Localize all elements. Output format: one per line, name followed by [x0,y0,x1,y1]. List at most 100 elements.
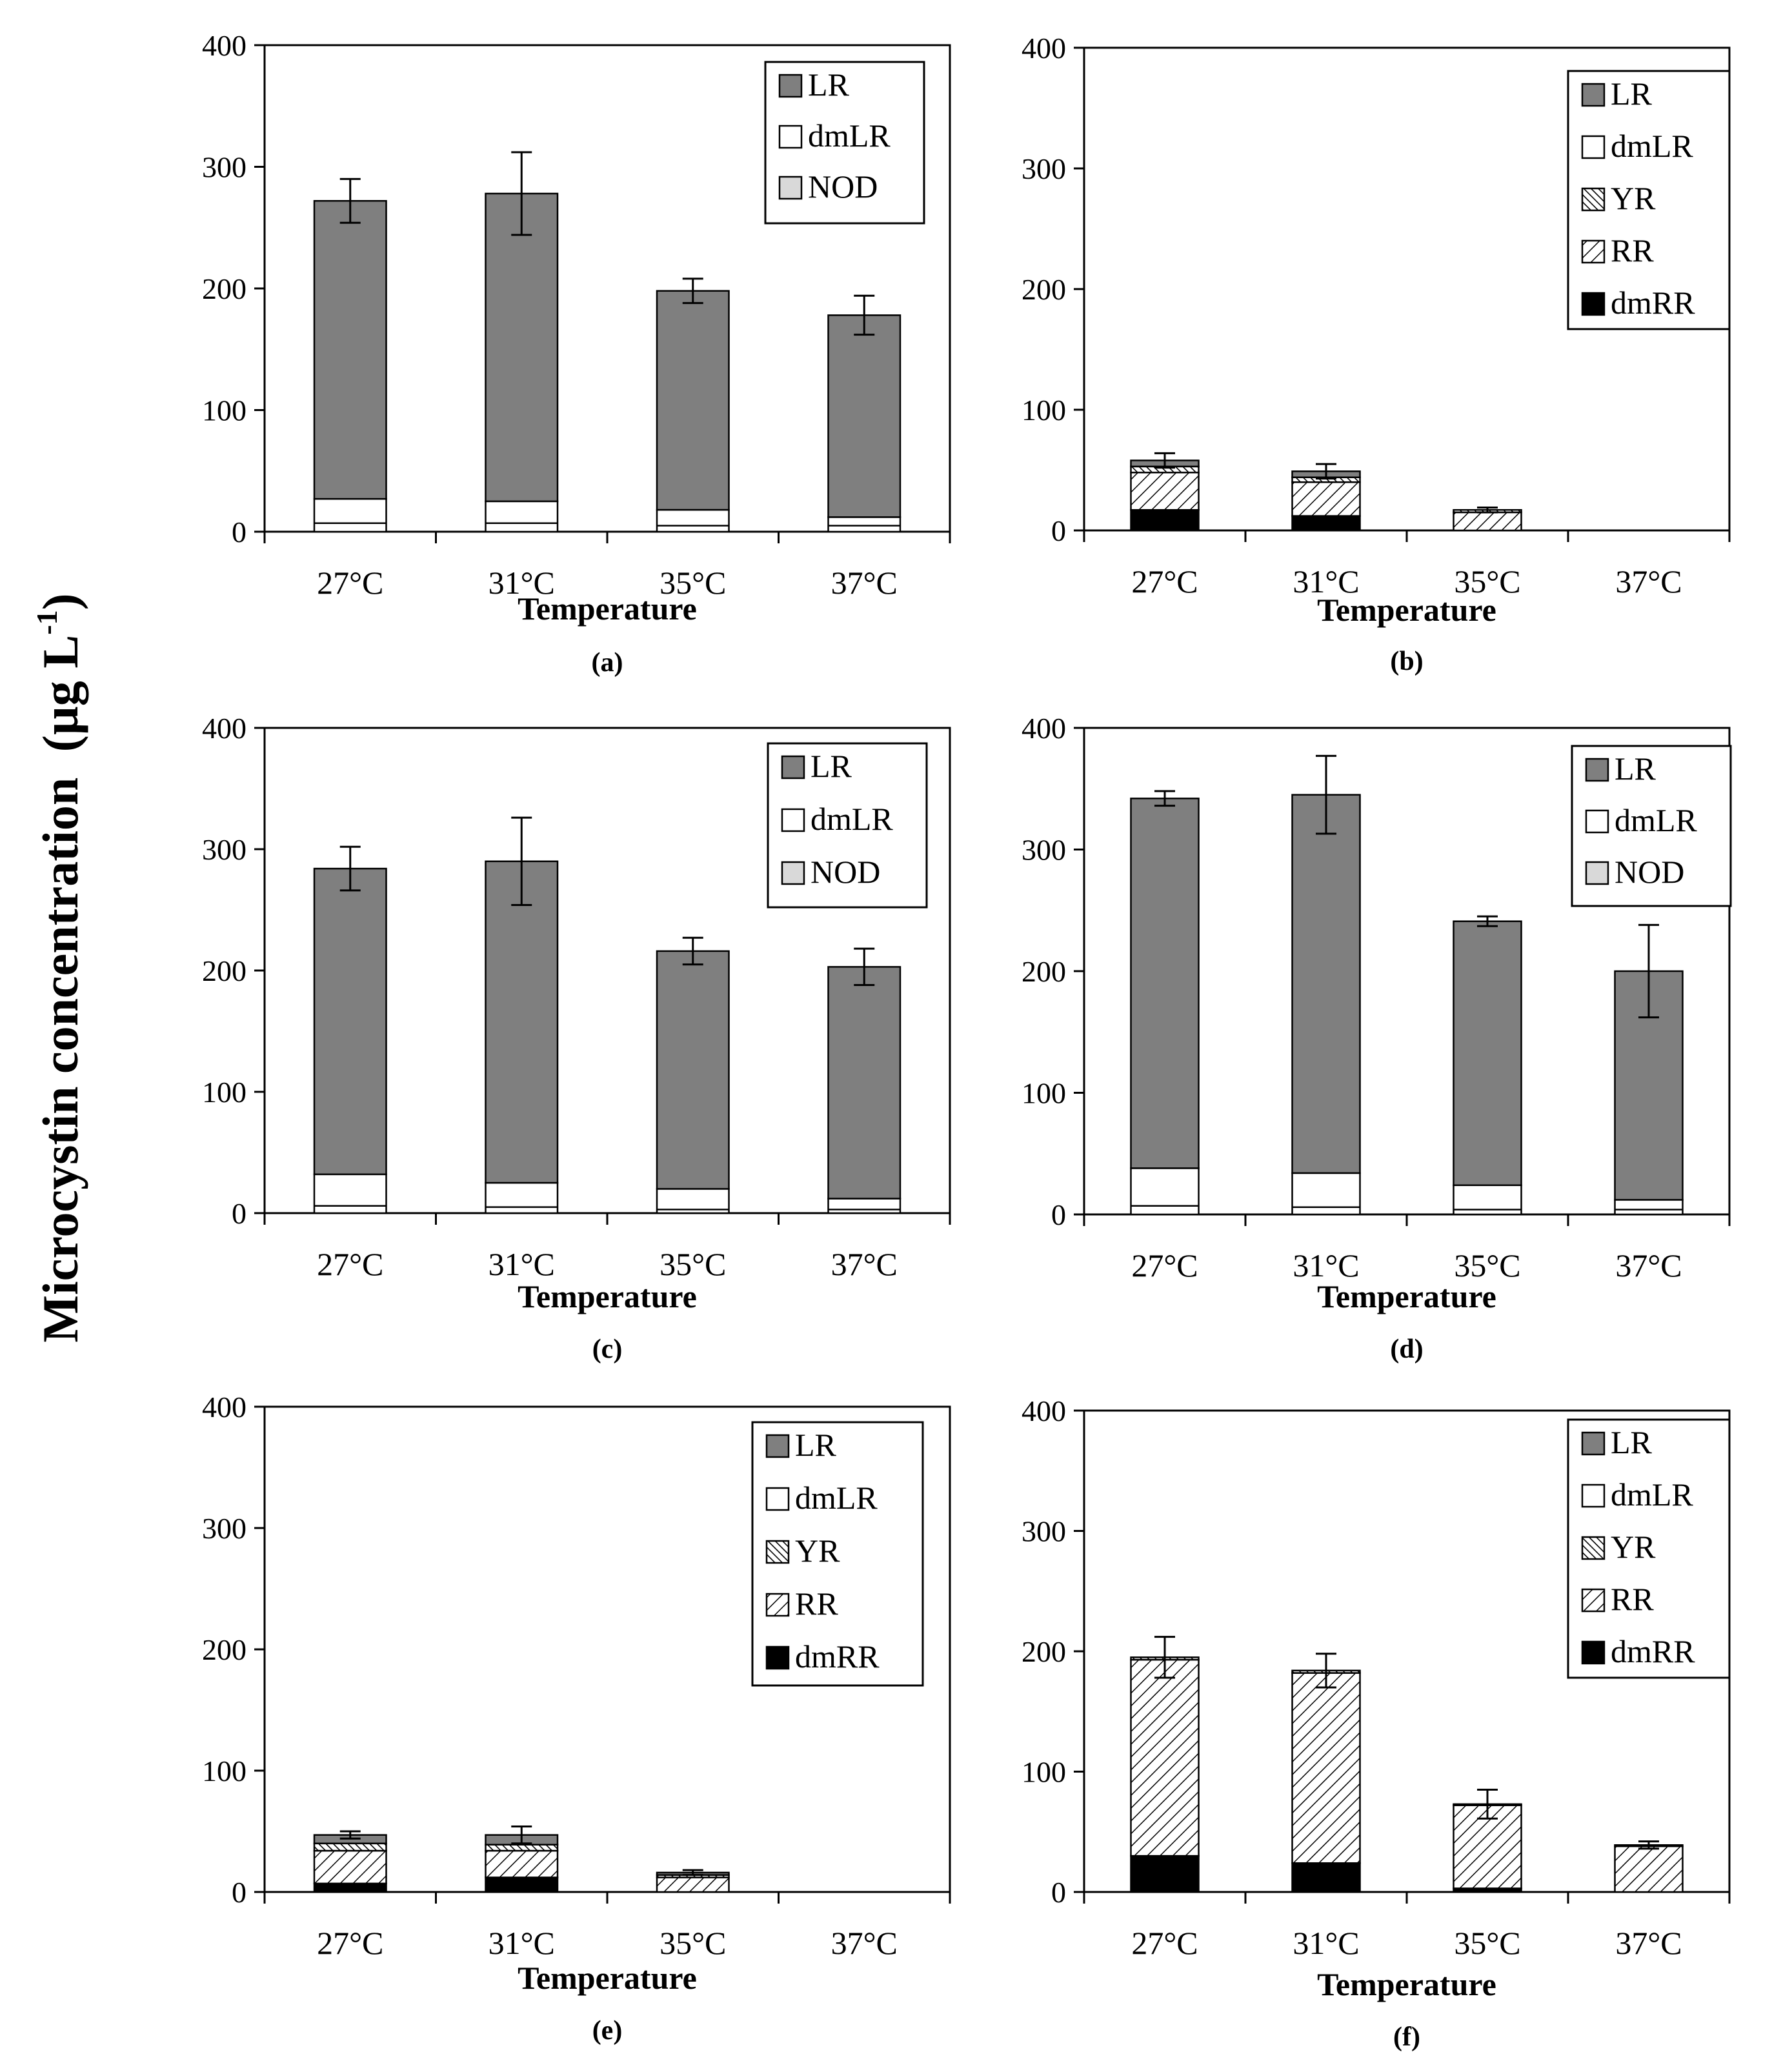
x-tick-label: 31°C [1293,1247,1359,1283]
chart-panel-2: 0 100 200 300 400 27°C 31°C 35°C 37°C Temperature… [1022,32,1731,676]
panel-caption: (b) [1390,647,1423,676]
y-tick-label: 0 [232,516,247,548]
bar-segment-rr [485,1849,559,1878]
bar-segment-dmlr [827,1198,901,1214]
x-tick-label: 31°C [488,565,555,601]
y-axis-label-text: Microcystin concentration [32,778,88,1343]
legend-swatch-nod [781,861,805,885]
legend-swatch-lr [781,755,805,780]
y-tick-label: 400 [1022,1394,1066,1427]
y-tick-label: 400 [202,29,247,62]
bar-segment-rr [656,1876,730,1893]
x-tick-label: 37°C [1615,1925,1682,1961]
legend-label-dmlr: dmLR [795,1480,878,1516]
bar-segment-dmrr [313,1882,387,1893]
legend-label-yr: YR [795,1533,840,1569]
legend-label-nod: NOD [810,854,880,890]
legend-swatch-rr [1581,239,1606,264]
legend-label-yr: YR [1611,180,1656,216]
y-tick-label: 300 [1022,152,1066,185]
bar-segment-dmlr [485,500,559,533]
bar-segment-rr [1291,481,1361,517]
bar-segment-yr [485,1844,559,1852]
y-tick-label: 0 [1051,514,1066,547]
legend-label-lr: LR [795,1427,837,1463]
x-tick-label: 31°C [488,1925,555,1961]
panel-caption: (a) [592,648,623,678]
legend-label-dmlr: dmLR [810,801,893,837]
x-axis-title: Temperature [518,1278,697,1314]
legend-swatch-dmrr [1581,292,1606,316]
y-tick-label: 100 [202,394,247,427]
x-tick-label: 35°C [1454,563,1520,599]
y-tick-label: 0 [1051,1876,1066,1909]
x-tick-label: 35°C [659,1246,726,1282]
y-tick-label: 400 [202,1391,247,1423]
legend-swatch-dmrr [765,1645,790,1670]
bar-segment-lr [1130,798,1200,1169]
y-tick-label: 0 [1051,1198,1066,1231]
legend-swatch-dmrr [1581,1640,1606,1665]
legend-label-yr: YR [1611,1529,1656,1565]
x-tick-label: 35°C [659,565,726,601]
y-tick-label: 400 [1022,712,1066,745]
chart-panel-1: 0 100 200 300 400 27°C 31°C 35°C 37°C Temperature… [202,29,951,678]
x-tick-label: 27°C [317,1925,383,1961]
legend-swatch-rr [1581,1588,1606,1613]
legend: LR dmLR YR RR dmRR [1567,1418,1731,1679]
legend-label-dmlr: dmLR [808,117,891,154]
x-axis-title: Temperature [518,1960,697,1996]
legend-label-lr: LR [1611,1424,1653,1460]
bar-segment-dmlr [313,1173,387,1214]
y-axis-unit-close: ) [32,593,88,610]
bar-segment-lr [656,290,730,511]
legend-swatch-nod [778,176,803,200]
bar-segment-lr [313,200,387,500]
legend-swatch-lr [1581,83,1606,107]
legend-label-rr: RR [1611,1581,1654,1617]
chart-panel-3: 0 100 200 300 400 27°C 31°C 35°C 37°C Temperature… [202,712,951,1364]
legend-swatch-lr [765,1434,790,1458]
y-tick-label: 0 [232,1197,247,1230]
x-tick-label: 37°C [831,1246,898,1282]
y-tick-label: 300 [1022,1515,1066,1548]
legend: LR dmLR NOD [1571,745,1732,907]
bar-segment-lr [1453,920,1522,1187]
x-tick-label: 27°C [1131,1925,1198,1961]
x-tick-label: 35°C [1454,1925,1520,1961]
legend-label-rr: RR [795,1585,838,1622]
y-tick-label: 0 [232,1876,247,1909]
legend-label-nod: NOD [1615,854,1684,890]
x-axis-title: Temperature [1317,1278,1496,1314]
legend-label-rr: RR [1611,232,1654,268]
bar-segment-dmlr [1614,1199,1684,1216]
y-tick-label: 300 [202,1512,247,1545]
y-tick-label: 100 [202,1755,247,1787]
y-tick-label: 100 [1022,394,1066,427]
y-tick-label: 200 [1022,1635,1066,1668]
panel-caption: (d) [1390,1334,1423,1364]
y-tick-label: 200 [1022,273,1066,306]
x-tick-label: 27°C [1131,563,1198,599]
legend-swatch-nod [1585,861,1609,885]
chart-panel-4: 0 100 200 300 400 27°C 31°C 35°C 37°C Temperature… [1022,712,1732,1364]
bar-segment-lr [485,860,559,1184]
svg-text:Microcystin concentration: Microcystin concentration (µg L-1) [30,593,88,1342]
y-tick-label: 300 [202,151,247,184]
y-tick-label: 200 [1022,955,1066,988]
bar-segment-dmlr [1291,1172,1361,1216]
legend-swatch-dmlr [765,1487,790,1511]
bar-segment-dmlr [313,498,387,533]
bar-segment-lr [1291,794,1361,1174]
legend-swatch-lr [1581,1431,1606,1456]
bar-segment-rr [1130,471,1200,511]
x-tick-label: 37°C [831,565,898,601]
bar-segment-lr [827,314,901,518]
bar-segment-lr [827,966,901,1200]
bar-segment-dmrr [1130,1855,1200,1893]
y-tick-label: 400 [202,712,247,745]
legend-swatch-dmlr [1581,135,1606,159]
x-tick-label: 27°C [317,565,383,601]
legend-swatch-yr [1581,187,1606,212]
legend-swatch-lr [778,74,803,98]
